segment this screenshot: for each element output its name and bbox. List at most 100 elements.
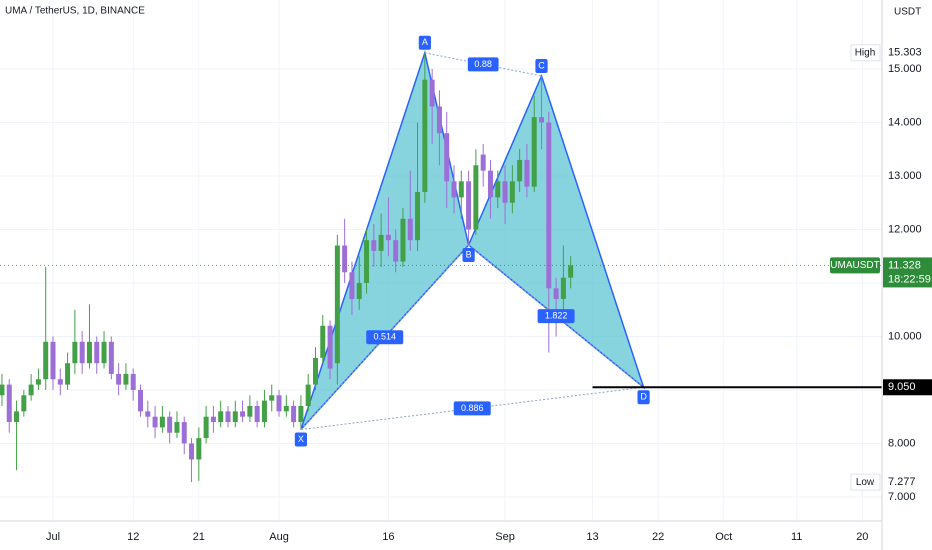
y-tick-label: 12.000 (888, 223, 922, 235)
candle-body (298, 405, 304, 423)
x-tick-label: 16 (382, 531, 394, 543)
chart-title: UMA / TetherUS, 1D, BINANCE (5, 6, 145, 17)
candle-body (312, 357, 318, 385)
candle-body (269, 395, 275, 401)
candle-body (334, 245, 340, 364)
candle-body (181, 422, 187, 444)
candle-body (196, 438, 202, 460)
candle-body (159, 416, 165, 428)
candle-body (393, 240, 399, 262)
candle-body (79, 341, 85, 364)
candle-body (261, 400, 267, 423)
x-tick-label: 21 (193, 531, 205, 543)
candle-body (415, 192, 421, 241)
candle-body (546, 122, 552, 289)
candle-body (364, 240, 370, 283)
candle-body (203, 416, 209, 439)
point-label: D (640, 392, 647, 402)
candle-body (349, 272, 355, 300)
candle-body (436, 106, 442, 134)
candle-body (116, 373, 122, 385)
candle-body (378, 234, 384, 251)
high-tag-label: High (855, 47, 876, 58)
y-tick-label: 10.000 (888, 330, 922, 342)
ratio-label-box (366, 330, 404, 345)
candle-body (167, 416, 173, 433)
y-tick-label: 14.000 (888, 116, 922, 128)
x-tick-label: 22 (652, 531, 664, 543)
candle-body (560, 277, 566, 300)
candle-body (385, 234, 391, 241)
countdown: 18:22:59 (888, 273, 931, 285)
candle-body (291, 405, 297, 423)
x-tick-label: 20 (856, 531, 868, 543)
candle-body (407, 218, 413, 241)
candle-body (509, 181, 515, 203)
symbol-tag: UMAUSDT (830, 260, 879, 271)
y-tick-label: 13.000 (888, 170, 922, 182)
candle-body (174, 422, 180, 433)
ratio-label-box (467, 57, 499, 72)
candle-body (466, 181, 472, 230)
candle-body (458, 181, 464, 198)
point-label-box (294, 432, 308, 447)
candle-body (240, 411, 246, 417)
candle-body (35, 379, 41, 385)
candle-body (218, 411, 224, 423)
candle-body (137, 389, 143, 412)
ratio-label-box (537, 309, 575, 324)
candle-body (495, 181, 501, 198)
overlay: X A B C D 0.514 0.88 1.822 0.886 (0, 35, 882, 447)
target-value: 9.050 (888, 381, 916, 393)
candle-body (480, 154, 486, 171)
candle-body (444, 133, 450, 182)
candle-body (400, 218, 406, 262)
candle-body (342, 245, 348, 273)
y-tick-label: 8.000 (888, 437, 916, 449)
point-label-box (535, 58, 548, 73)
point-label: B (466, 249, 472, 259)
candle-body (502, 181, 508, 203)
candle-body (189, 443, 195, 460)
candle-body (371, 240, 377, 251)
point-label: A (422, 37, 428, 47)
last-price-value: 11.328 (888, 259, 921, 271)
ratio-label: 0.886 (461, 403, 484, 413)
axes: 7.0008.0009.00010.00011.00012.00013.0001… (46, 44, 932, 543)
candle-body (65, 363, 71, 385)
candle-body (14, 411, 20, 423)
point-label-box (418, 35, 431, 50)
candle-body (94, 341, 100, 364)
candle-body (130, 373, 136, 390)
candles (0, 52, 574, 483)
candle-body (429, 79, 435, 107)
candle-body (101, 341, 107, 364)
x-tick-label: 13 (586, 531, 598, 543)
y-tick-label: 7.000 (888, 491, 916, 503)
low-tag-box (850, 473, 881, 491)
ratio-label: 0.514 (373, 332, 396, 342)
candle-body (524, 159, 530, 187)
x-tick-label: 12 (127, 531, 139, 543)
point-label: C (538, 60, 545, 70)
candle-body (21, 395, 27, 412)
candle-body (108, 341, 114, 374)
candle-body (72, 341, 78, 364)
x-tick-label: Aug (269, 531, 289, 543)
currency-label: USDT (894, 7, 921, 18)
low-value: 7.277 (888, 476, 916, 488)
candle-body (422, 79, 428, 193)
candle-body (356, 282, 362, 300)
candle-body (473, 165, 479, 230)
y-tick-label: 15.000 (888, 63, 922, 75)
candle-body (57, 379, 63, 385)
candle-body (320, 325, 326, 358)
candle-body (50, 341, 56, 380)
candle-body (43, 341, 49, 380)
point-label: X (298, 434, 304, 444)
candle-body (327, 325, 333, 369)
target-value-box (883, 379, 932, 396)
candle-body (28, 384, 34, 396)
point-label-box (462, 247, 475, 262)
